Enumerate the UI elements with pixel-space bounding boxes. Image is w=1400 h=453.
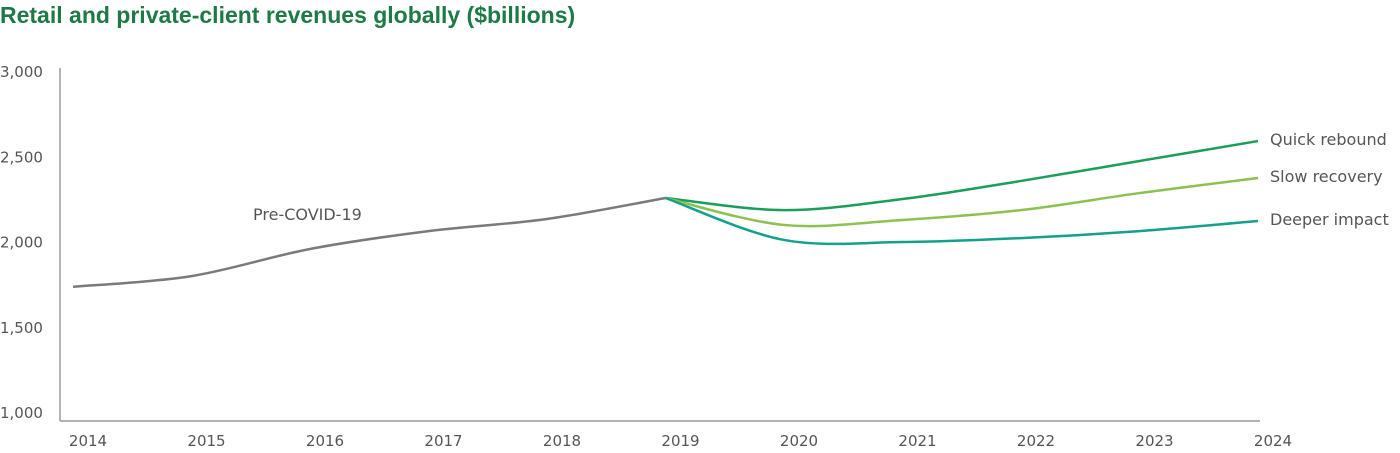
series-line-pre-covid-19	[72, 196, 666, 289]
y-tick-label: 2,000	[0, 234, 43, 252]
x-tick-label: 2023	[1135, 432, 1173, 450]
series-label-slow-recovery: Slow recovery	[1270, 167, 1383, 186]
x-tick-label: 2017	[424, 432, 462, 450]
series-label-pre-covid-19: Pre-COVID-19	[253, 205, 362, 224]
x-tick-label: 2015	[187, 432, 225, 450]
x-tick-label: 2021	[898, 432, 936, 450]
x-tick-label: 2024	[1254, 432, 1292, 450]
y-tick-label: 1,000	[0, 404, 43, 422]
y-tick-label: 3,000	[0, 63, 43, 81]
series-line-deeper-impact	[665, 196, 1259, 246]
x-tick-label: 2018	[543, 432, 581, 450]
x-tick-label: 2020	[780, 432, 818, 450]
series-line-slow-recovery	[665, 176, 1259, 228]
series-line-quick-rebound	[665, 139, 1259, 212]
x-tick-label: 2016	[306, 432, 344, 450]
y-tick-label: 2,500	[0, 148, 43, 166]
x-tick-label: 2014	[69, 432, 107, 450]
y-tick-label: 1,500	[0, 319, 43, 337]
chart-title: Retail and private-client revenues globa…	[0, 2, 576, 28]
series-label-deeper-impact: Deeper impact	[1270, 210, 1389, 229]
x-tick-label: 2022	[1017, 432, 1055, 450]
series-label-quick-rebound: Quick rebound	[1270, 130, 1387, 149]
x-tick-label: 2019	[661, 432, 699, 450]
